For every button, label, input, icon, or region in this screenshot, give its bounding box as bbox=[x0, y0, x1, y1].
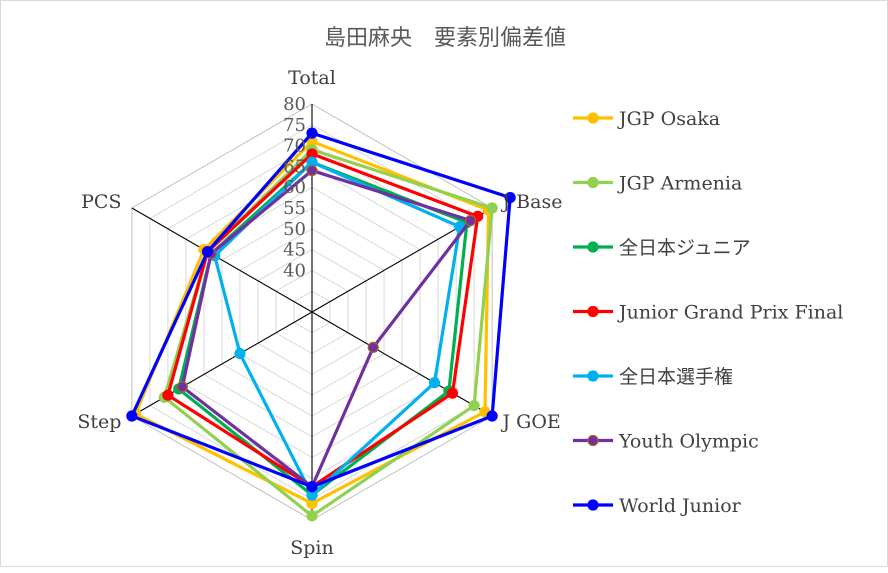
axis-label: Step bbox=[77, 411, 121, 433]
axis-spoke bbox=[131, 207, 313, 313]
legend-label: World Junior bbox=[619, 495, 742, 517]
chart-legend: JGP Osaka JGP Armenia 全日本ジュニア Junior Grand … bbox=[573, 108, 843, 517]
data-point bbox=[306, 481, 318, 493]
axis-label: PCS bbox=[81, 191, 121, 213]
axis-label: J Base bbox=[501, 191, 563, 213]
legend-label: 全日本ジュニア bbox=[619, 237, 751, 259]
legend-swatch-marker bbox=[587, 305, 599, 318]
legend-item: 全日本選手権 bbox=[573, 366, 733, 388]
series-group bbox=[209, 156, 466, 501]
legend-item: JGP Osaka bbox=[573, 108, 720, 130]
tick-label: 70 bbox=[283, 136, 306, 157]
series-group bbox=[158, 144, 498, 522]
legend-swatch-marker bbox=[587, 112, 599, 124]
legend-label: JGP Armenia bbox=[617, 173, 742, 195]
data-point bbox=[468, 400, 480, 412]
data-point bbox=[486, 410, 498, 422]
data-point bbox=[367, 341, 379, 353]
data-point bbox=[201, 246, 214, 258]
legend-item: 全日本ジュニア bbox=[573, 237, 751, 259]
axis-label: J GOE bbox=[501, 411, 561, 433]
data-point bbox=[126, 410, 138, 422]
data-point bbox=[306, 164, 318, 177]
tick-label: 40 bbox=[283, 260, 306, 281]
legend-item: Junior Grand Prix Final bbox=[573, 302, 843, 324]
chart-title: 島田麻央 要素別偏差値 bbox=[324, 26, 566, 51]
series-group bbox=[126, 127, 516, 493]
legend-swatch-marker bbox=[587, 499, 599, 511]
data-point bbox=[234, 348, 246, 360]
tick-label: 60 bbox=[283, 177, 306, 198]
data-point bbox=[464, 214, 477, 227]
data-point bbox=[486, 202, 498, 214]
radar-series bbox=[126, 127, 516, 522]
data-point bbox=[306, 127, 318, 139]
legend-swatch-marker bbox=[587, 241, 599, 253]
data-point bbox=[504, 192, 516, 204]
data-point bbox=[446, 387, 459, 399]
legend-label: 全日本選手権 bbox=[619, 366, 733, 388]
legend-item: World Junior bbox=[573, 495, 742, 517]
legend-item: Youth Olympic bbox=[573, 431, 759, 453]
legend-label: Youth Olympic bbox=[618, 431, 759, 453]
tick-label: 80 bbox=[283, 94, 306, 115]
axis-spoke bbox=[311, 311, 493, 417]
tick-label: 55 bbox=[283, 198, 306, 219]
tick-label: 65 bbox=[283, 156, 306, 177]
legend-swatch-marker bbox=[587, 176, 599, 189]
data-point bbox=[306, 510, 318, 522]
legend-swatch-marker bbox=[587, 370, 599, 382]
data-point bbox=[162, 389, 174, 401]
tick-label: 75 bbox=[283, 115, 306, 136]
axis-label: Spin bbox=[290, 537, 334, 559]
legend-item: JGP Armenia bbox=[573, 173, 742, 195]
data-point bbox=[428, 377, 441, 389]
legend-label: JGP Osaka bbox=[617, 108, 720, 130]
data-point bbox=[176, 381, 188, 393]
legend-label: Junior Grand Prix Final bbox=[617, 302, 843, 324]
tick-label: 50 bbox=[283, 219, 306, 240]
tick-label: 45 bbox=[283, 240, 306, 261]
radar-axis-labels: Total J Base J GOE Spin Step PCS bbox=[77, 67, 562, 559]
legend-swatch-marker bbox=[587, 434, 599, 447]
axis-label: Total bbox=[288, 67, 336, 89]
